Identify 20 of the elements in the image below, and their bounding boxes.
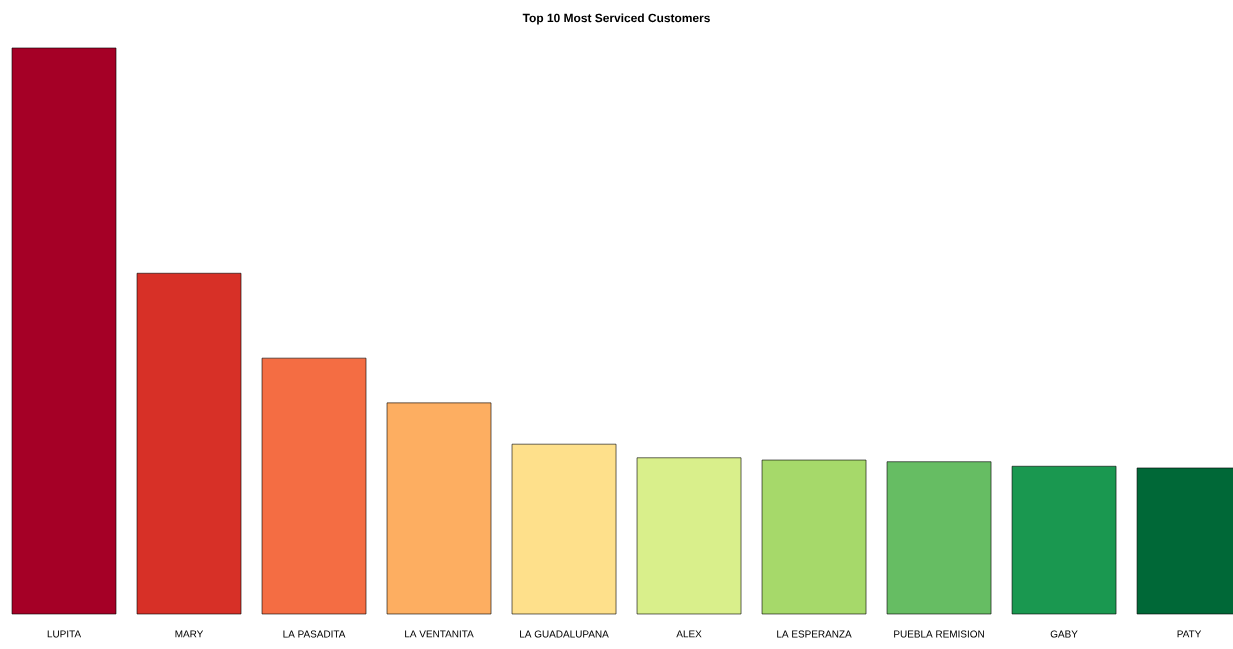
bar [261, 357, 367, 615]
bar [636, 457, 742, 615]
bar [386, 402, 492, 615]
x-tick-label: LA GUADALUPANA [520, 630, 609, 638]
x-tick-label: LA ESPERANZA [777, 630, 852, 638]
bar [511, 443, 617, 615]
x-tick-label: PATY [1177, 630, 1202, 638]
x-tick-label: LUPITA [47, 630, 82, 638]
bar [886, 461, 992, 615]
bar [761, 459, 867, 615]
x-tick-label: LA PASADITA [283, 630, 346, 638]
x-tick-label: GABY [1050, 630, 1078, 638]
x-tick-label: PUEBLA REMISION [894, 630, 984, 638]
bar [11, 47, 117, 615]
chart-title: Top 10 Most Serviced Customers [522, 13, 710, 25]
x-tick-label: MARY [175, 630, 204, 638]
bar [1011, 465, 1117, 615]
x-tick-label: LA VENTANITA [405, 630, 474, 638]
x-tick-label: ALEX [676, 630, 702, 638]
bar [136, 272, 242, 615]
